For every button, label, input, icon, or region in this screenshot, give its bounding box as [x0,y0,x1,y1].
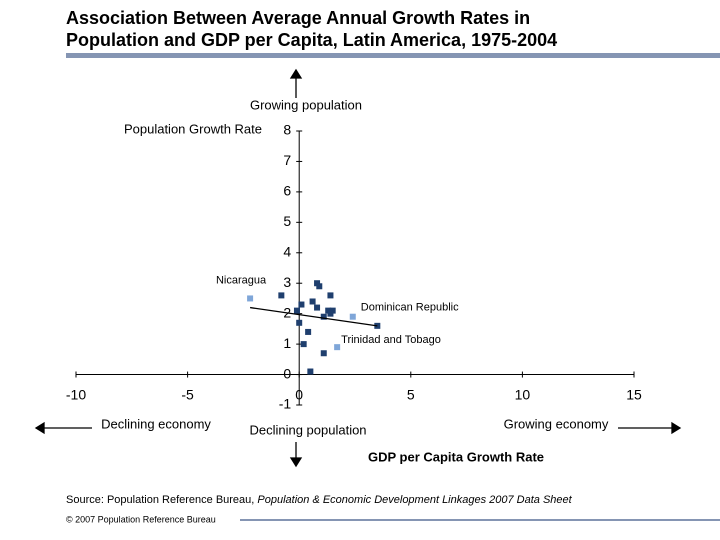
point [296,319,303,326]
annotation: Declining population [249,422,366,437]
point [247,295,254,302]
title-rule [66,53,720,58]
annotation: Growing population [250,97,362,112]
point-label: Nicaragua [216,274,267,286]
y-tick-label: 1 [283,335,291,351]
x-tick-label: 5 [407,386,415,402]
y-tick-label: 6 [283,183,291,199]
source: Source: Population Reference Bureau, Pop… [66,494,573,506]
point [298,301,305,308]
arrows [34,68,682,468]
point [305,328,312,335]
point [349,313,356,320]
point [325,307,332,314]
point [329,307,336,314]
arrow-head [289,68,303,79]
y-tick-label: 0 [283,365,291,381]
annotation: Growing economy [504,416,609,431]
y-tick-label: 8 [283,122,291,138]
point [314,280,321,287]
source-title: Population & Economic Development Linkag… [257,494,572,506]
point [327,292,334,299]
footer: © 2007 Population Reference Bureau [66,514,216,524]
trendline [250,306,378,327]
point [316,283,323,290]
arrow-head [34,421,45,435]
annotation: Declining economy [101,416,211,431]
x-tick-label: 10 [515,386,531,402]
point-label: Dominican Republic [361,302,459,314]
y-tick-label: -1 [279,396,292,412]
arrow-head [671,421,682,435]
source-prefix: Source: Population Reference Bureau, [66,494,257,506]
x-tick-label: 0 [295,386,303,402]
x-tick-label: 15 [626,386,642,402]
x-tick-label: -10 [66,386,86,402]
point [307,368,314,375]
x-axis-label: GDP per Capita Growth Rate [368,449,544,464]
point [300,341,307,348]
point [334,344,341,351]
chart-title: Association Between Average Annual Growt… [66,8,557,50]
y-tick-label: 7 [283,152,291,168]
y-axis-label: Population Growth Rate [124,121,262,136]
title-text: Association Between Average Annual Growt… [66,8,530,28]
point [314,304,321,311]
point [293,307,300,314]
title-line: Population and GDP per Capita, Latin Ame… [66,30,557,50]
point [320,313,327,320]
y-tick-label: 4 [283,243,291,259]
point [320,350,327,357]
point-label: Trinidad and Tobago [341,334,441,346]
point [278,292,285,299]
y-tick-label: 5 [283,213,291,229]
x-tick-label: -5 [181,386,194,402]
point [309,298,316,305]
y-tick-label: 3 [283,274,291,290]
arrow-head [289,457,303,468]
point [327,310,334,317]
